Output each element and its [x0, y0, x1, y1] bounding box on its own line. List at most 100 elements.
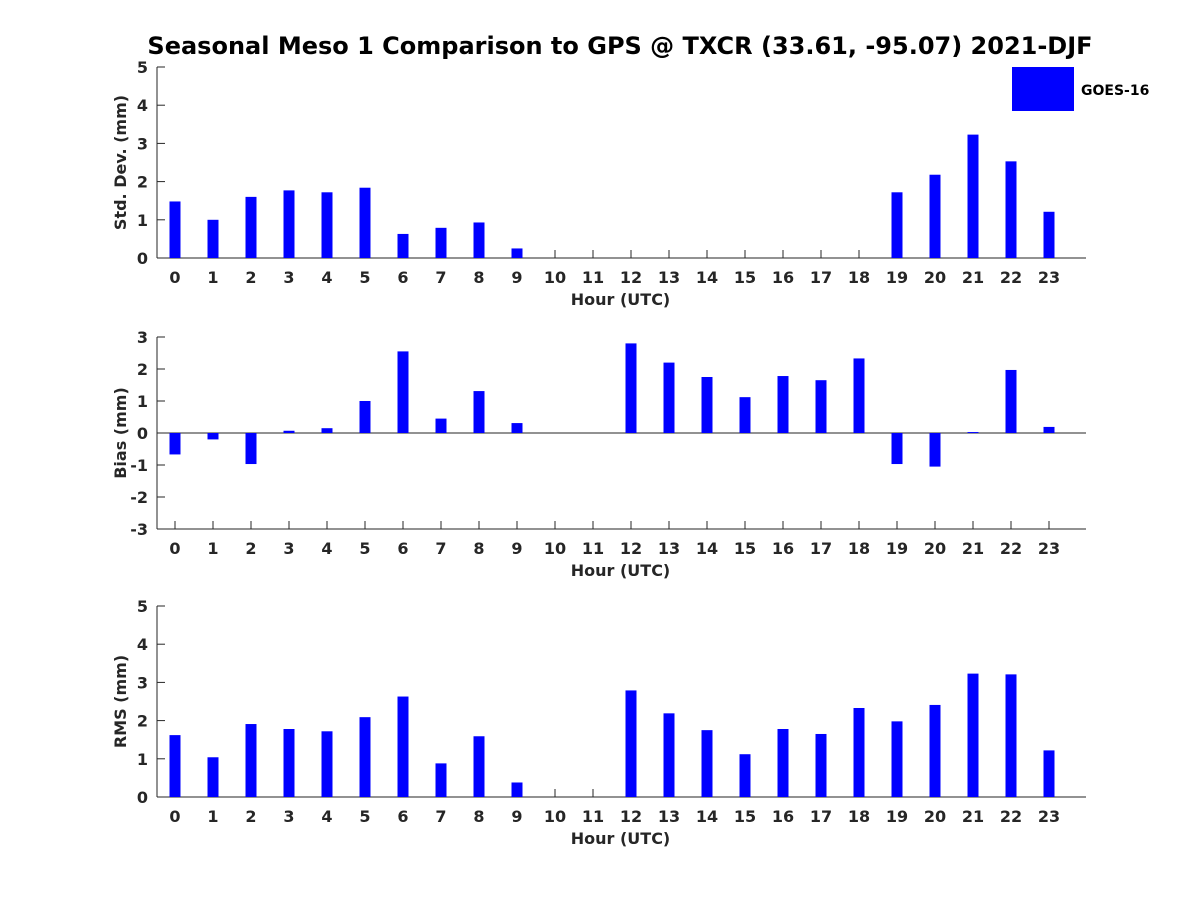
- x-tick-label: 16: [772, 807, 794, 826]
- x-tick-label: 2: [245, 268, 256, 287]
- x-tick-label: 23: [1038, 539, 1060, 558]
- y-tick-label: 3: [137, 134, 148, 153]
- bar-hour-8: [473, 736, 485, 797]
- x-tick-label: 20: [924, 807, 946, 826]
- bar-hour-5: [359, 717, 371, 797]
- bar-hour-7: [435, 227, 447, 258]
- bar-hour-16: [777, 729, 789, 797]
- bar-hour-7: [435, 763, 447, 797]
- x-tick-label: 22: [1000, 807, 1022, 826]
- x-tick-label: 11: [582, 539, 604, 558]
- x-tick-label: 15: [734, 807, 756, 826]
- x-tick-label: 7: [435, 807, 446, 826]
- x-tick-label: 14: [696, 539, 718, 558]
- x-tick-label: 19: [886, 539, 908, 558]
- bar-hour-21: [967, 432, 979, 434]
- bar-hour-20: [929, 433, 941, 467]
- x-tick-label: 8: [473, 268, 484, 287]
- x-tick-label: 21: [962, 268, 984, 287]
- x-tick-label: 17: [810, 539, 832, 558]
- x-tick-label: 23: [1038, 807, 1060, 826]
- bar-hour-6: [397, 696, 409, 797]
- x-tick-label: 17: [810, 807, 832, 826]
- x-tick-label: 17: [810, 268, 832, 287]
- x-tick-label: 16: [772, 539, 794, 558]
- bar-hour-18: [853, 358, 865, 433]
- bar-hour-7: [435, 418, 447, 433]
- bar-hour-19: [891, 721, 903, 797]
- x-tick-label: 6: [397, 268, 408, 287]
- x-tick-label: 21: [962, 807, 984, 826]
- bar-hour-8: [473, 222, 485, 258]
- bar-hour-5: [359, 401, 371, 433]
- x-axis-label: Hour (UTC): [571, 290, 671, 309]
- x-tick-label: 19: [886, 807, 908, 826]
- figure-title: Seasonal Meso 1 Comparison to GPS @ TXCR…: [147, 32, 1092, 60]
- x-tick-label: 20: [924, 539, 946, 558]
- bar-hour-0: [169, 735, 181, 797]
- bar-hour-18: [853, 707, 865, 797]
- x-tick-label: 4: [321, 539, 332, 558]
- bar-hour-23: [1043, 426, 1055, 433]
- x-tick-label: 12: [620, 539, 642, 558]
- y-tick-label: 0: [137, 249, 148, 268]
- x-tick-label: 3: [283, 268, 294, 287]
- y-tick-label: 2: [137, 173, 148, 192]
- bar-hour-3: [283, 190, 295, 258]
- bar-hour-22: [1005, 369, 1017, 433]
- x-axis-label: Hour (UTC): [571, 561, 671, 580]
- x-tick-label: 13: [658, 268, 680, 287]
- bar-hour-17: [815, 380, 827, 433]
- x-tick-label: 6: [397, 539, 408, 558]
- y-tick-label: 3: [137, 328, 148, 347]
- bar-hour-3: [283, 430, 295, 433]
- bar-hour-9: [511, 248, 523, 258]
- y-tick-label: 1: [137, 211, 148, 230]
- bar-hour-22: [1005, 161, 1017, 258]
- x-tick-label: 2: [245, 539, 256, 558]
- x-tick-label: 13: [658, 807, 680, 826]
- y-tick-label: -2: [130, 488, 148, 507]
- x-tick-label: 14: [696, 268, 718, 287]
- bar-hour-22: [1005, 674, 1017, 797]
- x-tick-label: 9: [511, 539, 522, 558]
- x-tick-label: 20: [924, 268, 946, 287]
- x-tick-label: 23: [1038, 268, 1060, 287]
- bar-hour-12: [625, 690, 637, 797]
- x-axis-label: Hour (UTC): [571, 829, 671, 848]
- bar-hour-3: [283, 729, 295, 797]
- x-tick-label: 15: [734, 268, 756, 287]
- bar-hour-21: [967, 134, 979, 258]
- bar-hour-20: [929, 704, 941, 797]
- bar-hour-14: [701, 377, 713, 433]
- bar-hour-1: [207, 757, 219, 797]
- x-tick-label: 1: [207, 807, 218, 826]
- bar-hour-13: [663, 362, 675, 433]
- y-axis-label: Bias (mm): [111, 387, 130, 479]
- x-tick-label: 5: [359, 539, 370, 558]
- x-tick-label: 18: [848, 539, 870, 558]
- y-tick-label: 2: [137, 712, 148, 731]
- bar-hour-19: [891, 433, 903, 465]
- bar-hour-23: [1043, 211, 1055, 258]
- bar-hour-4: [321, 428, 333, 433]
- x-tick-label: 7: [435, 539, 446, 558]
- bar-hour-21: [967, 673, 979, 797]
- y-tick-label: 0: [137, 788, 148, 807]
- x-tick-label: 3: [283, 807, 294, 826]
- x-tick-label: 21: [962, 539, 984, 558]
- bar-hour-13: [663, 713, 675, 797]
- x-tick-label: 15: [734, 539, 756, 558]
- x-tick-label: 0: [169, 268, 180, 287]
- y-tick-label: 4: [137, 635, 148, 654]
- bar-hour-14: [701, 730, 713, 797]
- y-tick-label: 1: [137, 750, 148, 769]
- x-tick-label: 9: [511, 807, 522, 826]
- x-tick-label: 5: [359, 807, 370, 826]
- bar-hour-1: [207, 433, 219, 440]
- bar-hour-15: [739, 397, 751, 433]
- x-tick-label: 18: [848, 268, 870, 287]
- x-tick-label: 8: [473, 807, 484, 826]
